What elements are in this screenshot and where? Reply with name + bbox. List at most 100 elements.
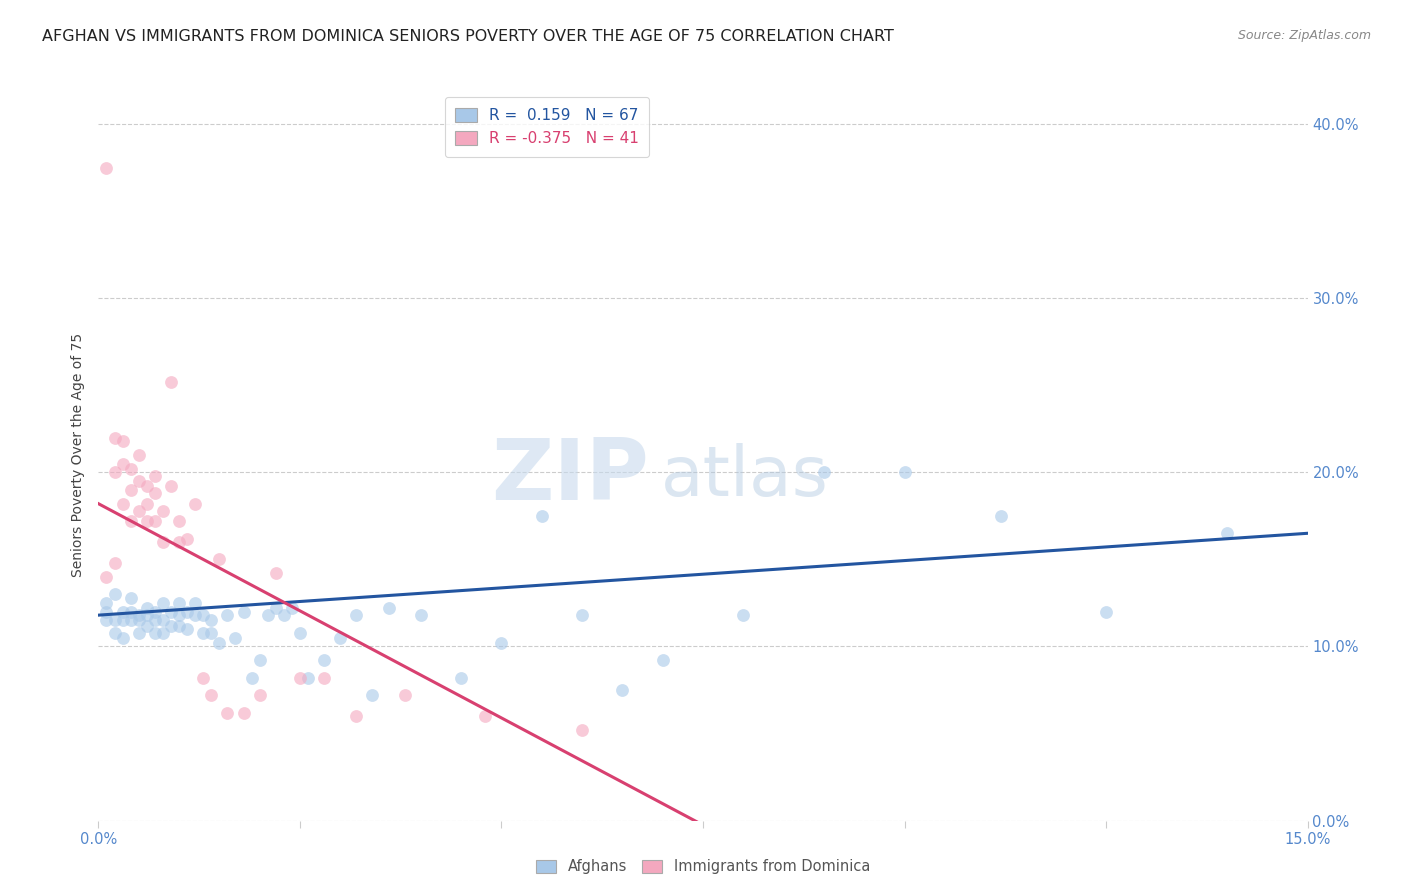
Point [232,605,254,619]
Point [571,608,593,623]
Text: Source: ZipAtlas.com: Source: ZipAtlas.com [1237,29,1371,42]
Point [167,596,190,610]
Point [217,608,239,623]
Point [256,608,278,623]
Point [184,608,207,623]
Point [314,653,336,667]
Point [143,514,166,528]
Point [120,613,142,627]
Point [176,622,198,636]
Point [143,605,166,619]
Point [1095,605,1118,619]
Legend: R =  0.159   N = 67, R = -0.375   N = 41: R = 0.159 N = 67, R = -0.375 N = 41 [444,97,650,157]
Point [103,625,125,640]
Point [120,462,142,476]
Point [160,618,183,632]
Point [120,591,142,605]
Point [152,503,174,517]
Point [128,474,150,488]
Point [167,535,190,549]
Point [474,709,496,723]
Point [120,514,142,528]
Point [329,631,352,645]
Point [893,466,915,480]
Point [733,608,755,623]
Point [200,613,222,627]
Point [103,556,125,570]
Point [240,671,263,685]
Point [152,596,174,610]
Point [249,688,271,702]
Point [990,508,1012,523]
Point [288,671,311,685]
Text: ZIP: ZIP [491,435,648,518]
Point [103,430,125,444]
Point [120,483,142,497]
Point [152,535,174,549]
Point [135,479,157,493]
Point [103,587,125,601]
Point [450,671,472,685]
Point [409,608,432,623]
Point [96,570,118,584]
Point [96,596,118,610]
Point [394,688,416,702]
Point [377,601,399,615]
Point [200,688,222,702]
Point [135,514,157,528]
Point [297,671,319,685]
Point [288,625,311,640]
Point [160,605,183,619]
Point [571,723,593,737]
Point [314,671,336,685]
Point [143,486,166,500]
Point [111,434,134,448]
Point [128,613,150,627]
Point [111,613,134,627]
Point [232,706,254,720]
Point [111,631,134,645]
Point [249,653,271,667]
Legend: Afghans, Immigrants from Dominica: Afghans, Immigrants from Dominica [530,854,876,880]
Point [135,608,157,623]
Point [160,479,183,493]
Point [96,605,118,619]
Point [160,375,183,389]
Point [96,613,118,627]
Point [200,625,222,640]
Point [111,457,134,471]
Point [143,468,166,483]
Point [208,552,231,566]
Point [128,608,150,623]
Point [281,601,304,615]
Point [193,608,215,623]
Point [152,625,174,640]
Point [184,596,207,610]
Point [120,605,142,619]
Point [152,613,174,627]
Point [167,618,190,632]
Point [273,608,295,623]
Point [128,625,150,640]
Point [491,636,513,650]
Point [264,566,287,581]
Point [128,503,150,517]
Point [111,497,134,511]
Point [103,466,125,480]
Point [264,601,287,615]
Point [128,448,150,462]
Point [135,601,157,615]
Text: AFGHAN VS IMMIGRANTS FROM DOMINICA SENIORS POVERTY OVER THE AGE OF 75 CORRELATIO: AFGHAN VS IMMIGRANTS FROM DOMINICA SENIO… [42,29,894,44]
Text: atlas: atlas [661,443,828,510]
Point [813,466,835,480]
Point [143,613,166,627]
Point [184,497,207,511]
Point [103,613,125,627]
Point [167,608,190,623]
Point [176,605,198,619]
Point [217,706,239,720]
Point [193,625,215,640]
Point [143,625,166,640]
Point [612,683,634,698]
Point [111,605,134,619]
